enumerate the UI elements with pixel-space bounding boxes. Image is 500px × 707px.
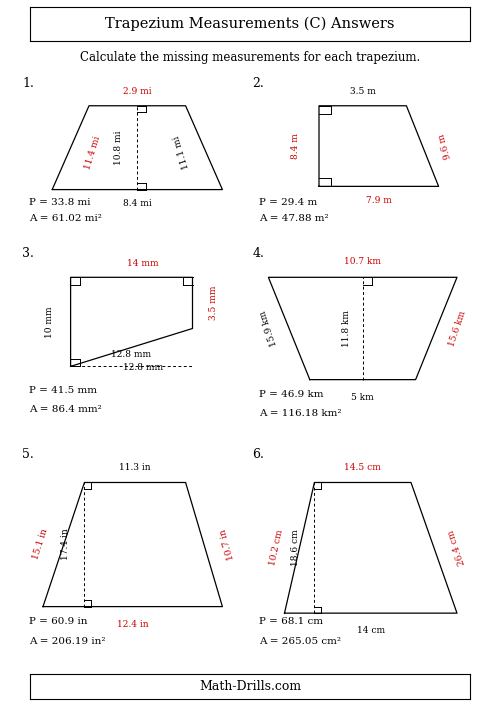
Text: 9.6 m: 9.6 m xyxy=(438,132,454,160)
Text: 17.4 in: 17.4 in xyxy=(62,529,70,561)
Text: 8.4 mi: 8.4 mi xyxy=(123,199,152,209)
Text: 12.8 mm: 12.8 mm xyxy=(112,350,152,358)
Text: 5.: 5. xyxy=(22,448,34,461)
Text: A = 116.18 km²: A = 116.18 km² xyxy=(259,409,342,419)
Text: 7.9 m: 7.9 m xyxy=(366,196,392,205)
Text: A = 265.05 cm²: A = 265.05 cm² xyxy=(259,637,341,646)
Text: 4.: 4. xyxy=(252,247,264,260)
Text: 2.: 2. xyxy=(252,77,264,90)
Text: 10.8 mi: 10.8 mi xyxy=(114,130,124,165)
Text: 11.1 mi: 11.1 mi xyxy=(172,134,192,170)
Text: 5 km: 5 km xyxy=(352,393,374,402)
Text: A = 47.88 m²: A = 47.88 m² xyxy=(259,214,329,223)
Text: Calculate the missing measurements for each trapezium.: Calculate the missing measurements for e… xyxy=(80,51,420,64)
Text: P = 29.4 m: P = 29.4 m xyxy=(259,198,318,207)
Text: 15.9 km: 15.9 km xyxy=(258,310,278,348)
Text: A = 61.02 mi²: A = 61.02 mi² xyxy=(29,214,102,223)
Text: 12.8 mm: 12.8 mm xyxy=(123,363,163,372)
Text: 14 cm: 14 cm xyxy=(356,626,385,635)
Text: 8.4 m: 8.4 m xyxy=(292,133,300,159)
Text: 6.: 6. xyxy=(252,448,264,461)
Text: 14.5 cm: 14.5 cm xyxy=(344,462,381,472)
Text: 11.3 in: 11.3 in xyxy=(119,462,151,472)
Text: 10.7 km: 10.7 km xyxy=(344,257,381,266)
Text: 10 mm: 10 mm xyxy=(46,306,54,338)
Text: 15.1 in: 15.1 in xyxy=(32,528,50,561)
Text: 15.6 km: 15.6 km xyxy=(447,310,467,348)
Text: P = 46.9 km: P = 46.9 km xyxy=(259,390,324,399)
Text: 1.: 1. xyxy=(22,77,34,90)
Text: 14 mm: 14 mm xyxy=(127,259,159,268)
Text: 18.6 cm: 18.6 cm xyxy=(292,530,300,566)
Text: Trapezium Measurements (C) Answers: Trapezium Measurements (C) Answers xyxy=(105,17,395,31)
Text: 3.5 mm: 3.5 mm xyxy=(208,286,218,320)
Text: P = 68.1 cm: P = 68.1 cm xyxy=(259,617,323,626)
Text: A = 86.4 mm²: A = 86.4 mm² xyxy=(29,405,102,414)
Text: P = 41.5 mm: P = 41.5 mm xyxy=(29,387,97,395)
Text: 11.8 km: 11.8 km xyxy=(342,310,351,347)
Text: 2.9 mi: 2.9 mi xyxy=(123,87,152,96)
Text: 10.7 in: 10.7 in xyxy=(218,528,236,561)
Text: 11.4 mi: 11.4 mi xyxy=(83,134,102,170)
Text: 12.4 in: 12.4 in xyxy=(117,619,148,629)
Text: P = 33.8 mi: P = 33.8 mi xyxy=(29,198,90,207)
Text: 26.4 cm: 26.4 cm xyxy=(447,529,467,566)
Text: Math-Drills.com: Math-Drills.com xyxy=(199,680,301,693)
Text: 3.5 m: 3.5 m xyxy=(350,87,376,96)
Text: A = 206.19 in²: A = 206.19 in² xyxy=(29,637,106,646)
Text: 3.: 3. xyxy=(22,247,34,260)
Text: 10.2 cm: 10.2 cm xyxy=(268,529,284,567)
Text: P = 60.9 in: P = 60.9 in xyxy=(29,617,88,626)
